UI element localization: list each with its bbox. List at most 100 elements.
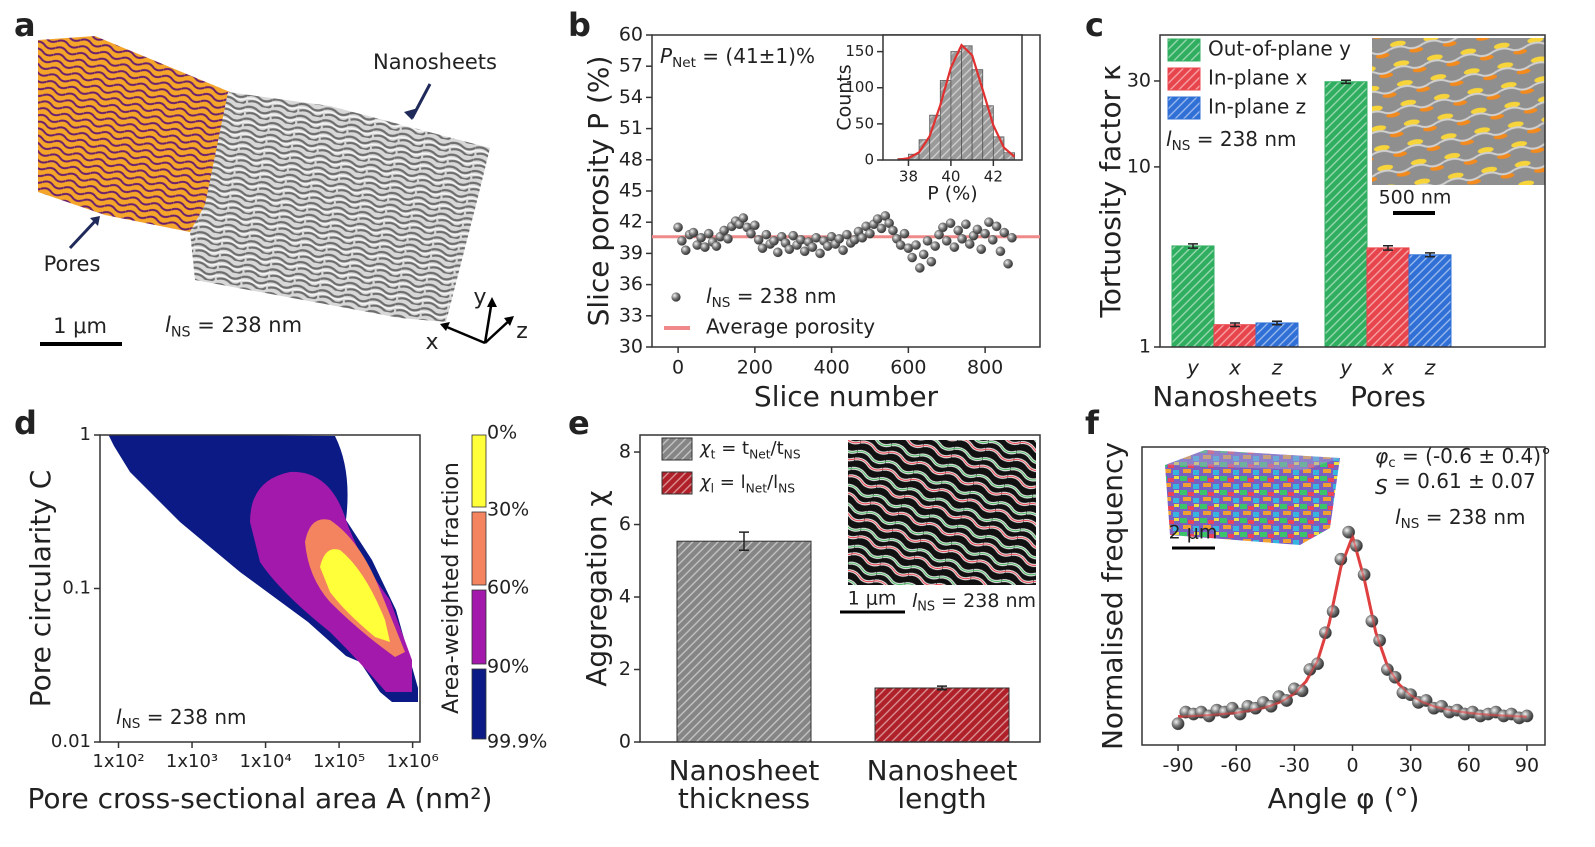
y-tick-label: 10: [1127, 155, 1151, 177]
point: [915, 263, 925, 273]
point: [957, 234, 967, 244]
y-tick-label: 4: [619, 586, 631, 608]
label-part: NS: [1172, 138, 1191, 154]
rich-label: lNS = 238 nm: [912, 590, 1036, 615]
label-part: Net: [672, 55, 696, 71]
label-part: NS: [171, 324, 191, 340]
plot-frame: [882, 34, 1023, 161]
plot-frame: [1141, 446, 1546, 746]
point: [703, 228, 714, 239]
group-label: Pores: [1350, 380, 1426, 413]
x-tick-label: length: [897, 782, 986, 815]
contour-region: [320, 549, 390, 642]
point: [941, 236, 952, 246]
label-part: = 238 nm: [1190, 127, 1296, 151]
point: [761, 229, 772, 240]
hist-bar: [982, 105, 994, 161]
label-part: l: [711, 481, 714, 495]
point: [980, 228, 990, 239]
colorbar-label: 0%: [487, 422, 517, 444]
bar: [1213, 324, 1257, 348]
x-tick-label: 30: [1399, 755, 1423, 777]
x-axis-title: Slice number: [754, 380, 939, 413]
legend-label: In-plane z: [1208, 95, 1306, 119]
y-axis-title: Tortuosity factor κ: [1094, 64, 1127, 318]
point: [911, 240, 921, 250]
colorbar-segment: [471, 434, 487, 508]
x-axis-title: Pore cross-sectional area A (nm²): [28, 782, 493, 815]
point: [922, 236, 933, 246]
x-tick-label: 0: [1346, 755, 1358, 777]
panel-letter: d: [14, 404, 37, 442]
fit-line: [1178, 532, 1528, 718]
label-part: = (41±1)%: [696, 44, 815, 68]
label-part: l: [1166, 127, 1172, 151]
x-tick-label: x: [1381, 356, 1394, 380]
tomography-render: [38, 36, 514, 346]
point: [738, 213, 749, 223]
x-tick-label: 200: [737, 357, 773, 379]
x-tick-label: 42: [984, 168, 1003, 186]
legend-label: Average porosity: [706, 315, 875, 339]
point: [807, 242, 818, 252]
point: [876, 223, 887, 234]
label-part: Net: [749, 447, 771, 461]
x-tick-label: -60: [1221, 755, 1252, 777]
y-tick-label: 1: [80, 424, 91, 445]
label-part: /t: [771, 438, 784, 459]
label-part: NS: [917, 599, 935, 614]
label-part: NS: [122, 716, 141, 732]
point: [857, 232, 868, 243]
label-part: = 238 nm: [1419, 505, 1525, 529]
error-bar: [1425, 252, 1435, 258]
panel-letter: c: [1085, 6, 1104, 44]
label-part: c: [1388, 455, 1395, 471]
label-part: NS: [778, 481, 795, 495]
label-part: t: [711, 447, 716, 461]
y-tick-label: 42: [619, 211, 643, 233]
legend-swatch: [1167, 67, 1201, 91]
hist-bar: [961, 45, 973, 161]
x-tick-label: 1x10⁴: [239, 751, 291, 772]
point: [757, 243, 768, 253]
x-tick-label: 40: [941, 168, 960, 186]
scale-label: 500 nm: [1379, 187, 1452, 209]
label-part: P: [660, 44, 673, 68]
y-axis-title: Aggregation χ: [580, 490, 613, 686]
point: [1171, 717, 1185, 731]
x-tick-label: 1x10²: [92, 751, 144, 772]
label-part: = 0.61 ± 0.07: [1388, 469, 1536, 493]
inset-y-title: Counts: [834, 64, 856, 130]
rich-label: χt = tNet/tNS: [699, 438, 801, 461]
point: [953, 225, 964, 236]
x-tick-label: 1x10⁶: [387, 751, 439, 772]
point: [700, 242, 710, 252]
x-tick-label: Nanosheet: [669, 754, 820, 787]
rich-label: lNS = 238 nm: [1166, 127, 1297, 155]
x-tick-label: 600: [890, 357, 926, 379]
bar: [874, 687, 1010, 743]
point: [1007, 232, 1017, 243]
y-tick-label: 30: [619, 336, 643, 358]
y-tick-label: 30: [1127, 69, 1151, 91]
x-tick-label: z: [1271, 356, 1283, 380]
x-tick-label: 38: [899, 168, 918, 186]
scale-label: 1 μm: [848, 588, 897, 610]
bar: [1171, 245, 1215, 348]
x-tick-label: -90: [1163, 755, 1194, 777]
x-tick-label: -30: [1279, 755, 1310, 777]
point: [711, 241, 722, 251]
bar: [1408, 254, 1452, 348]
label-part: S: [1375, 475, 1388, 499]
point: [838, 245, 848, 256]
point: [999, 227, 1010, 238]
label-part: φ: [1375, 444, 1388, 468]
point: [949, 242, 960, 252]
y-axis-title: Slice porosity P (%): [582, 56, 615, 327]
point: [842, 229, 852, 240]
error-bar: [1341, 79, 1351, 85]
y-tick-label: 0: [619, 731, 631, 753]
point: [673, 222, 683, 233]
point: [773, 247, 783, 258]
label-part: Net: [746, 481, 768, 495]
